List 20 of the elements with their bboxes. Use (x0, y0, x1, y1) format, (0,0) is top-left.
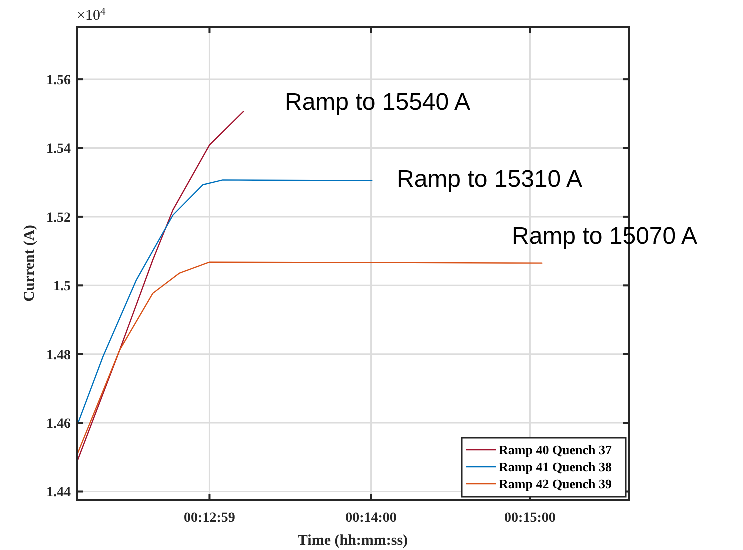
legend-label: Ramp 40 Quench 37 (499, 442, 613, 458)
x-tick-label: 00:15:00 (504, 511, 556, 526)
y-tick-label: 1.48 (46, 348, 71, 364)
legend-label: Ramp 42 Quench 39 (499, 476, 613, 492)
y-tick-label: 1.56 (46, 73, 71, 88)
legend-label: Ramp 41 Quench 38 (499, 460, 613, 475)
y-tick-label: 1.5 (54, 280, 71, 295)
text: ×10$^{4}$ (77, 6, 106, 24)
y-tick-label: 1.46 (46, 416, 71, 432)
annotation: Ramp to 15310 A (397, 166, 582, 193)
x-tick-label: 00:12:59 (184, 511, 236, 526)
y-axis-title: Current (A) (22, 225, 38, 302)
line-series (76, 180, 373, 426)
x-tick-label: 00:14:00 (346, 511, 397, 526)
y-tick-label: 1.44 (46, 486, 71, 501)
y-tick-label: 1.54 (46, 142, 71, 158)
line-series (76, 111, 244, 462)
annotation: Ramp to 15540 A (285, 89, 470, 116)
y-tick-label: 1.52 (46, 210, 71, 226)
x-axis-title: Time (hh:mm:ss) (298, 533, 408, 549)
